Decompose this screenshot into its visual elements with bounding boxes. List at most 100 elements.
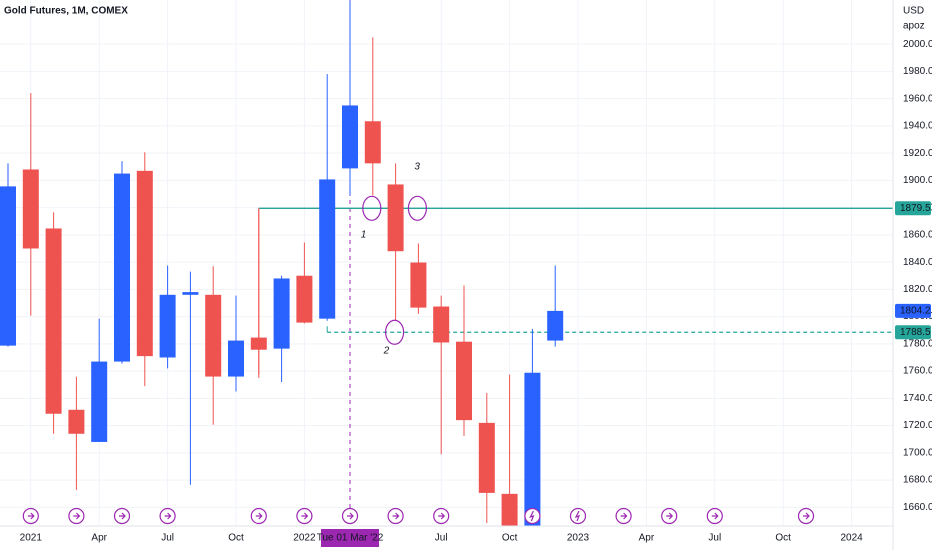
crosshair-label-bg bbox=[321, 529, 379, 547]
event-icon[interactable] bbox=[341, 507, 359, 525]
candle-body bbox=[387, 184, 404, 252]
event-icon-glyph bbox=[164, 512, 172, 520]
y-tick-label: 1960.0 bbox=[903, 93, 932, 104]
marker-circle bbox=[407, 195, 427, 221]
candle-body bbox=[136, 170, 153, 357]
x-tick-label: Apr bbox=[639, 533, 655, 544]
annotation: 3 bbox=[414, 161, 420, 172]
event-icon-glyph bbox=[620, 512, 628, 520]
candle-body bbox=[114, 173, 130, 362]
candle-body bbox=[524, 372, 541, 526]
event-icon[interactable] bbox=[387, 507, 404, 525]
marker-circle bbox=[362, 195, 382, 221]
annotation: 2 bbox=[383, 345, 390, 356]
y-tick-label: 1740.0 bbox=[903, 393, 932, 404]
y-tick-label: 1720.0 bbox=[903, 420, 932, 431]
price-tag-bg bbox=[895, 303, 931, 318]
scale-label: apoz bbox=[903, 21, 925, 32]
candle-body bbox=[342, 105, 358, 169]
candle-body bbox=[228, 340, 244, 377]
x-tick-label: Jul bbox=[708, 533, 721, 544]
event-icon[interactable] bbox=[524, 507, 541, 525]
y-tick-label: 1940.0 bbox=[903, 121, 932, 132]
event-icon-glyph bbox=[119, 512, 126, 520]
y-tick-label: 1680.0 bbox=[903, 475, 932, 486]
event-icon-glyph bbox=[666, 512, 674, 520]
event-icon[interactable] bbox=[22, 507, 39, 525]
y-tick-label: 1840.0 bbox=[903, 257, 932, 268]
annotation: 1 bbox=[361, 230, 367, 241]
y-tick-label: 1700.0 bbox=[903, 447, 932, 458]
event-icon-glyph bbox=[73, 512, 81, 520]
x-tick-label: 2021 bbox=[20, 533, 43, 544]
candle-body bbox=[478, 422, 495, 493]
y-tick-label: 1980.0 bbox=[903, 66, 932, 77]
price-tag-label: 1879.5 bbox=[900, 203, 931, 214]
event-icon[interactable] bbox=[68, 507, 85, 525]
candle-body bbox=[68, 409, 85, 434]
x-tick-label: Oct bbox=[775, 533, 791, 544]
event-icon[interactable] bbox=[706, 507, 723, 525]
candle-body bbox=[0, 186, 16, 346]
y-tick-label: 1660.0 bbox=[903, 502, 932, 513]
marker-circle bbox=[385, 319, 405, 345]
event-icon[interactable] bbox=[615, 507, 632, 525]
candle-body bbox=[273, 278, 290, 349]
event-icon[interactable] bbox=[250, 507, 267, 525]
candle-body bbox=[456, 341, 472, 421]
candle-body bbox=[501, 493, 518, 526]
candle-body bbox=[296, 275, 313, 323]
candle-body bbox=[364, 121, 381, 164]
event-icon[interactable] bbox=[569, 507, 587, 525]
event-icon-glyph bbox=[529, 510, 535, 522]
event-icon-glyph bbox=[301, 512, 309, 520]
candle-body bbox=[91, 361, 108, 442]
event-icon[interactable] bbox=[433, 507, 450, 525]
chart-title: Gold Futures, 1M, COMEX bbox=[4, 6, 128, 17]
x-tick-label: 2023 bbox=[567, 533, 590, 544]
y-tick-label: 1820.0 bbox=[903, 284, 932, 295]
y-tick-label: 1900.0 bbox=[903, 175, 932, 186]
x-tick-label: Jul bbox=[435, 533, 448, 544]
y-tick-label: 1860.0 bbox=[903, 230, 932, 241]
candle-body bbox=[410, 262, 427, 308]
event-icon-glyph bbox=[27, 512, 35, 520]
event-icon-glyph bbox=[255, 512, 263, 520]
event-icon[interactable] bbox=[797, 507, 815, 525]
candle-body bbox=[433, 306, 450, 343]
crosshair-label: Tue 01 Mar '22 bbox=[317, 533, 384, 544]
event-icon[interactable] bbox=[661, 507, 678, 525]
candle-body bbox=[319, 179, 336, 319]
y-tick-label: 1780.0 bbox=[903, 338, 932, 349]
candle-body bbox=[45, 228, 62, 414]
event-icon-glyph bbox=[347, 512, 354, 520]
event-icon-glyph bbox=[803, 512, 810, 520]
price-tag-bg bbox=[895, 201, 931, 216]
event-icon[interactable] bbox=[159, 507, 176, 525]
y-tick-label: 2000.0 bbox=[903, 39, 932, 50]
event-icon[interactable] bbox=[296, 507, 313, 525]
y-tick-label: 1760.0 bbox=[903, 366, 932, 377]
candle-body bbox=[205, 294, 222, 377]
x-tick-label: Oct bbox=[502, 533, 518, 544]
x-tick-label: Apr bbox=[91, 533, 107, 544]
currency: USD bbox=[903, 6, 924, 17]
event-icon-glyph bbox=[711, 512, 719, 520]
x-tick-label: Oct bbox=[228, 533, 244, 544]
candle-body bbox=[250, 337, 267, 350]
candle-body bbox=[547, 310, 564, 341]
x-tick-label: Jul bbox=[161, 533, 174, 544]
price-tag-label: 1804.2 bbox=[900, 306, 931, 317]
candle-body bbox=[22, 169, 39, 249]
candle-body bbox=[182, 292, 199, 295]
event-icon[interactable] bbox=[113, 507, 131, 525]
price-tag-label: 1788.5 bbox=[900, 327, 931, 338]
x-tick-label: 2022 bbox=[293, 533, 316, 544]
event-icon-glyph bbox=[438, 512, 446, 520]
event-icon-glyph bbox=[574, 510, 581, 522]
y-tick-label: 1920.0 bbox=[903, 148, 932, 159]
candle-body bbox=[159, 294, 176, 358]
event-icon-glyph bbox=[392, 512, 400, 520]
